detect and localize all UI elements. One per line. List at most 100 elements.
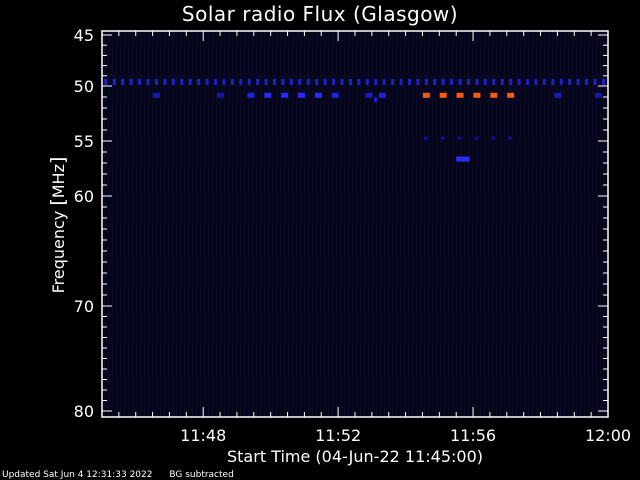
band-49-6-mhz-mark — [205, 78, 209, 85]
band-49-6-mhz-mark — [433, 78, 437, 85]
band-49-6-mhz-mark — [146, 78, 150, 85]
band-49-6-mhz-mark — [264, 78, 268, 85]
band-49-6-mhz-mark — [315, 78, 319, 85]
noise-texture — [102, 31, 608, 417]
y-axis-label-bracket-close: ] — [47, 157, 69, 164]
y-tick-label: 70 — [74, 297, 94, 316]
y-tick-label: 80 — [74, 402, 94, 421]
y-tick-label: 50 — [74, 77, 94, 96]
y-axis-label-bracket-open: [ — [47, 198, 69, 205]
band-49-6-mhz-mark — [180, 78, 184, 85]
band-49-6-mhz-mark — [188, 78, 192, 85]
band-49-6-mhz-mark — [230, 78, 234, 85]
band-49-6-mhz-mark — [289, 78, 293, 85]
band-49-6-mhz-mark — [601, 78, 605, 85]
y-axis-ticks: 45 50 55 60 70 80 — [74, 26, 608, 421]
band-49-6-mhz-mark — [407, 78, 411, 85]
band-49-6-mhz-mark — [374, 78, 378, 85]
band-50-8-mhz-mark — [281, 92, 289, 98]
band-49-6-mhz-mark — [559, 78, 563, 85]
footer-note: BG subtracted — [169, 470, 234, 480]
band-54-mhz-mark — [440, 136, 445, 140]
band-49-6-mhz-mark — [138, 78, 142, 85]
band-49-6-mhz-mark — [239, 78, 243, 85]
band-49-6-mhz-mark — [424, 78, 428, 85]
band-49-6-mhz-mark — [112, 78, 116, 85]
band-49-6-mhz-mark — [348, 78, 352, 85]
band-49-6-mhz-mark — [247, 78, 251, 85]
band-49-6-mhz-mark — [568, 78, 572, 85]
x-tick-label: 12:00 — [585, 426, 631, 445]
band-49-6-mhz-mark — [129, 78, 133, 85]
band-49-6-mhz-mark — [340, 78, 344, 85]
band-49-6-mhz-mark — [500, 78, 504, 85]
band-49-6-mhz-mark — [273, 78, 277, 85]
band-49-6-mhz-mark — [542, 78, 546, 85]
band-49-6-mhz-mark — [534, 78, 538, 85]
band-49-6-mhz-mark — [450, 78, 454, 85]
plot-background — [102, 31, 608, 417]
band-50-8-mhz-mark — [152, 92, 160, 98]
band-50-8-mhz-mark — [298, 92, 306, 98]
footer-updated: Updated Sat Jun 4 12:31:33 2022 — [2, 470, 153, 480]
band-51-2-mhz-mark — [374, 97, 378, 103]
y-tick-label: 60 — [74, 187, 94, 206]
y-tick-label: 45 — [74, 26, 94, 45]
band-50-8-mhz-mark — [507, 92, 515, 98]
band-49-6-mhz-mark — [483, 78, 487, 85]
band-49-6-mhz-mark — [214, 78, 218, 85]
y-tick-label: 55 — [74, 132, 94, 151]
band-50-8-mhz-mark — [594, 92, 602, 98]
band-49-6-mhz-mark — [357, 78, 361, 85]
band-50-8-mhz-mark — [473, 92, 481, 98]
band-49-6-mhz-mark — [391, 78, 395, 85]
band-49-6-mhz-mark — [332, 78, 336, 85]
band-50-8-mhz-mark — [554, 92, 562, 98]
band-49-6-mhz-mark — [306, 78, 310, 85]
band-50-8-mhz-mark — [247, 92, 255, 98]
band-50-8-mhz-mark — [378, 92, 386, 98]
band-49-6-mhz-mark — [154, 78, 158, 85]
band-49-6-mhz-mark — [517, 78, 521, 85]
band-49-6-mhz-mark — [576, 78, 580, 85]
band-54-mhz-mark — [491, 136, 496, 140]
band-49-6-mhz-mark — [171, 78, 175, 85]
x-tick-label: 11:52 — [315, 426, 361, 445]
band-50-8-mhz-mark — [365, 92, 373, 98]
band-50-8-mhz-mark — [439, 92, 447, 98]
band-49-6-mhz-mark — [323, 78, 327, 85]
band-54-mhz-mark — [457, 136, 462, 140]
band-49-6-mhz-mark — [458, 78, 462, 85]
band-56-5-mhz-mark — [456, 156, 470, 162]
band-50-8-mhz-mark — [217, 92, 225, 98]
band-49-6-mhz-mark — [526, 78, 530, 85]
x-axis-label: Start Time (04-Jun-22 11:45:00) — [227, 447, 483, 466]
band-54-mhz-mark — [508, 136, 513, 140]
band-50-8-mhz-mark — [331, 92, 339, 98]
band-49-6-mhz-mark — [365, 78, 369, 85]
band-54-mhz-mark — [474, 136, 479, 140]
band-49-6-mhz-mark — [467, 78, 471, 85]
emission-features — [104, 78, 605, 162]
band-50-8-mhz-mark — [314, 92, 322, 98]
y-axis-label-text: Frequency — [49, 206, 68, 294]
x-tick-label: 11:48 — [180, 426, 226, 445]
band-49-6-mhz-mark — [416, 78, 420, 85]
band-50-8-mhz-mark — [456, 92, 464, 98]
band-49-6-mhz-mark — [104, 78, 108, 85]
y-axis-label-unit: MHz — [49, 164, 68, 198]
band-49-6-mhz-mark — [492, 78, 496, 85]
footer: Updated Sat Jun 4 12:31:33 2022 BG subtr… — [2, 470, 234, 480]
band-49-6-mhz-mark — [399, 78, 403, 85]
band-50-8-mhz-mark — [264, 92, 272, 98]
band-49-6-mhz-mark — [197, 78, 201, 85]
band-49-6-mhz-mark — [551, 78, 555, 85]
band-49-6-mhz-mark — [298, 78, 302, 85]
band-49-6-mhz-mark — [281, 78, 285, 85]
x-axis-ticks: 11:48 11:52 11:56 12:00 — [118, 31, 631, 445]
x-tick-label: 11:56 — [450, 426, 496, 445]
band-49-6-mhz-mark — [593, 78, 597, 85]
band-49-6-mhz-mark — [382, 78, 386, 85]
band-49-6-mhz-mark — [222, 78, 226, 85]
